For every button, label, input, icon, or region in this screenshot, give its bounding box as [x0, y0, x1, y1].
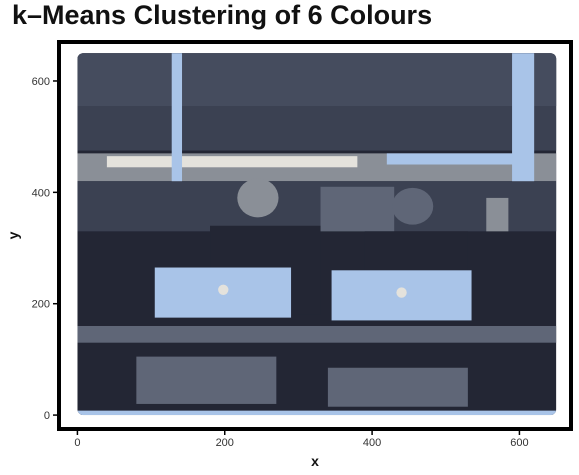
right-apple-logo-region [396, 287, 407, 298]
poster-region [512, 53, 535, 204]
ceiling-top-region [77, 53, 557, 107]
y-tick-label: 600 [32, 76, 50, 88]
x-tick-label: 600 [510, 437, 528, 449]
light-band-blue-region [386, 153, 520, 165]
right-face-region [391, 187, 434, 225]
poster-small-region [486, 197, 509, 232]
y-axis-label: y [5, 231, 21, 239]
plot-frame [57, 40, 573, 431]
y-tick-label: 200 [32, 299, 50, 311]
x-tick-label: 200 [216, 437, 234, 449]
x-tick-label: 0 [74, 437, 80, 449]
chart-title: k–Means Clustering of 6 Colours [12, 0, 432, 30]
right-legs-region [327, 367, 468, 407]
clustered-image [77, 53, 557, 416]
y-tick-label: 0 [44, 410, 50, 422]
shop-region [77, 181, 557, 232]
bright-band-region [106, 156, 358, 168]
x-axis-label: x [311, 453, 319, 469]
shop-window-region [320, 186, 395, 232]
pillar-region [171, 53, 183, 226]
left-face-region [237, 178, 279, 218]
left-legs-region [136, 356, 277, 404]
x-tick-label: 400 [363, 437, 381, 449]
left-apple-logo-region [218, 284, 229, 295]
y-tick-label: 400 [32, 187, 50, 199]
table-region [77, 325, 557, 343]
floor-strip-region [77, 410, 557, 416]
